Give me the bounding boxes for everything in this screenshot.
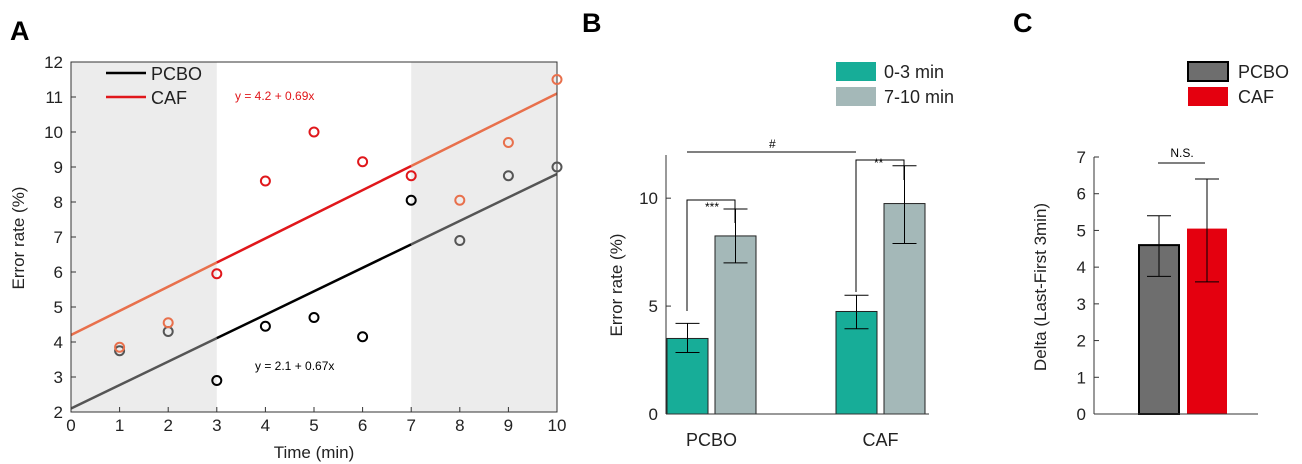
y-tick-label-4: 4 bbox=[54, 333, 63, 352]
point-pcbo-10 bbox=[551, 161, 563, 173]
c-y-tick-label-3: 3 bbox=[1077, 295, 1086, 314]
c-y-tick-label-2: 2 bbox=[1077, 332, 1086, 351]
point-caf-9 bbox=[502, 137, 514, 148]
panel-b-ylabel: Error rate (%) bbox=[607, 234, 626, 337]
x-tick-label-9: 9 bbox=[504, 416, 513, 435]
pcbo-fit-equation: y = 2.1 + 0.67x bbox=[255, 359, 334, 373]
ns-label: N.S. bbox=[1170, 146, 1193, 160]
category-label-caf: CAF bbox=[863, 430, 899, 450]
point-pcbo-3 bbox=[211, 375, 223, 386]
point-caf-3 bbox=[211, 268, 223, 280]
y-tick-label-6: 6 bbox=[54, 263, 63, 282]
x-tick-label-2: 2 bbox=[163, 416, 172, 435]
x-tick-label-5: 5 bbox=[309, 416, 318, 435]
caf-sig-bracket bbox=[855, 159, 905, 292]
legend-label-caf-c: CAF bbox=[1238, 87, 1274, 107]
y-tick-label-8: 8 bbox=[54, 193, 63, 212]
point-pcbo-8 bbox=[454, 235, 466, 246]
panel-label-c: C bbox=[1013, 8, 1033, 38]
point-pcbo-4 bbox=[259, 320, 271, 332]
between-group-hash: # bbox=[769, 137, 776, 151]
bar-pcbo-1 bbox=[714, 235, 757, 415]
point-pcbo-1 bbox=[114, 345, 126, 357]
panel-b-bar-chart: 0-3 min 7-10 min PCBO CAF 0 5 10 Error rate… bbox=[607, 62, 954, 450]
legend-swatch-7-10 bbox=[836, 87, 876, 106]
point-pcbo-6 bbox=[357, 331, 369, 343]
panel-c-bar-chart: PCBO CAF 0 1 2 3 4 5 6 7 Delta (Last-First 3min… bbox=[1031, 61, 1289, 424]
fit-line-pcbo-seg-1 bbox=[216, 243, 412, 340]
point-caf-6 bbox=[357, 156, 369, 168]
legend-swatch-pcbo bbox=[1187, 61, 1229, 82]
fit-line-pcbo-seg-0 bbox=[70, 337, 218, 410]
b-y-tick-label-10: 10 bbox=[639, 189, 658, 208]
c-y-tick-label-1: 1 bbox=[1077, 368, 1086, 387]
x-tick-label-6: 6 bbox=[358, 416, 367, 435]
panel-c-ylabel: Delta (Last-First 3min) bbox=[1031, 203, 1050, 371]
legend-label-7-10: 7-10 min bbox=[884, 87, 954, 107]
c-y-tick-label-7: 7 bbox=[1077, 148, 1086, 167]
legend-label-pcbo-c: PCBO bbox=[1238, 62, 1289, 82]
point-caf-7 bbox=[405, 170, 417, 182]
legend-label-caf: CAF bbox=[151, 88, 187, 108]
c-y-tick-label-6: 6 bbox=[1077, 185, 1086, 204]
x-tick-label-10: 10 bbox=[548, 416, 567, 435]
x-tick-label-7: 7 bbox=[406, 416, 415, 435]
point-caf-8 bbox=[454, 194, 466, 206]
legend-swatch-caf bbox=[1188, 87, 1228, 106]
panel-label-b: B bbox=[582, 8, 602, 38]
x-tick-label-1: 1 bbox=[115, 416, 124, 435]
x-tick-label-8: 8 bbox=[455, 416, 464, 435]
y-tick-label-3: 3 bbox=[54, 368, 63, 387]
b-y-tick-label-5: 5 bbox=[649, 297, 658, 316]
caf-fit-equation: y = 4.2 + 0.69x bbox=[235, 89, 314, 103]
point-caf-5 bbox=[308, 126, 320, 138]
fit-line-caf-seg-1 bbox=[216, 164, 412, 264]
point-pcbo-9 bbox=[502, 170, 514, 182]
legend-label-0-3: 0-3 min bbox=[884, 62, 944, 82]
panel-a-ylabel: Error rate (%) bbox=[9, 187, 28, 290]
point-caf-10 bbox=[551, 74, 563, 85]
panel-a-xlabel: Time (min) bbox=[274, 443, 355, 462]
point-caf-1 bbox=[114, 341, 126, 353]
x-tick-label-4: 4 bbox=[261, 416, 270, 435]
c-y-tick-label-4: 4 bbox=[1077, 258, 1086, 277]
c-y-tick-label-5: 5 bbox=[1077, 221, 1086, 240]
c-y-tick-label-0: 0 bbox=[1077, 405, 1086, 424]
panel-label-a: A bbox=[10, 16, 30, 46]
category-label-pcbo: PCBO bbox=[686, 430, 737, 450]
fit-line-caf-seg-2 bbox=[410, 92, 558, 168]
y-tick-label-10: 10 bbox=[44, 123, 63, 142]
y-tick-label-9: 9 bbox=[54, 158, 63, 177]
shaded-region-0 bbox=[71, 62, 217, 412]
fit-line-caf-seg-0 bbox=[70, 261, 218, 337]
legend-swatch-0-3 bbox=[836, 62, 876, 81]
fit-line-pcbo-seg-2 bbox=[410, 172, 558, 246]
x-tick-label-3: 3 bbox=[212, 416, 221, 435]
caf-sig-stars: ** bbox=[874, 156, 884, 170]
pcbo-sig-bracket bbox=[686, 199, 736, 311]
point-caf-2 bbox=[162, 317, 174, 329]
b-y-tick-label-0: 0 bbox=[649, 405, 658, 424]
y-tick-label-7: 7 bbox=[54, 228, 63, 247]
y-tick-label-5: 5 bbox=[54, 298, 63, 317]
point-caf-4 bbox=[259, 175, 271, 187]
legend-label-pcbo: PCBO bbox=[151, 64, 202, 84]
pcbo-sig-stars: *** bbox=[705, 200, 719, 214]
x-tick-label-0: 0 bbox=[66, 416, 75, 435]
shaded-region-1 bbox=[411, 62, 557, 412]
y-tick-label-11: 11 bbox=[45, 88, 63, 107]
point-pcbo-7 bbox=[405, 194, 417, 206]
point-pcbo-5 bbox=[308, 312, 320, 323]
y-tick-label-12: 12 bbox=[44, 53, 63, 72]
y-tick-label-2: 2 bbox=[54, 403, 63, 422]
